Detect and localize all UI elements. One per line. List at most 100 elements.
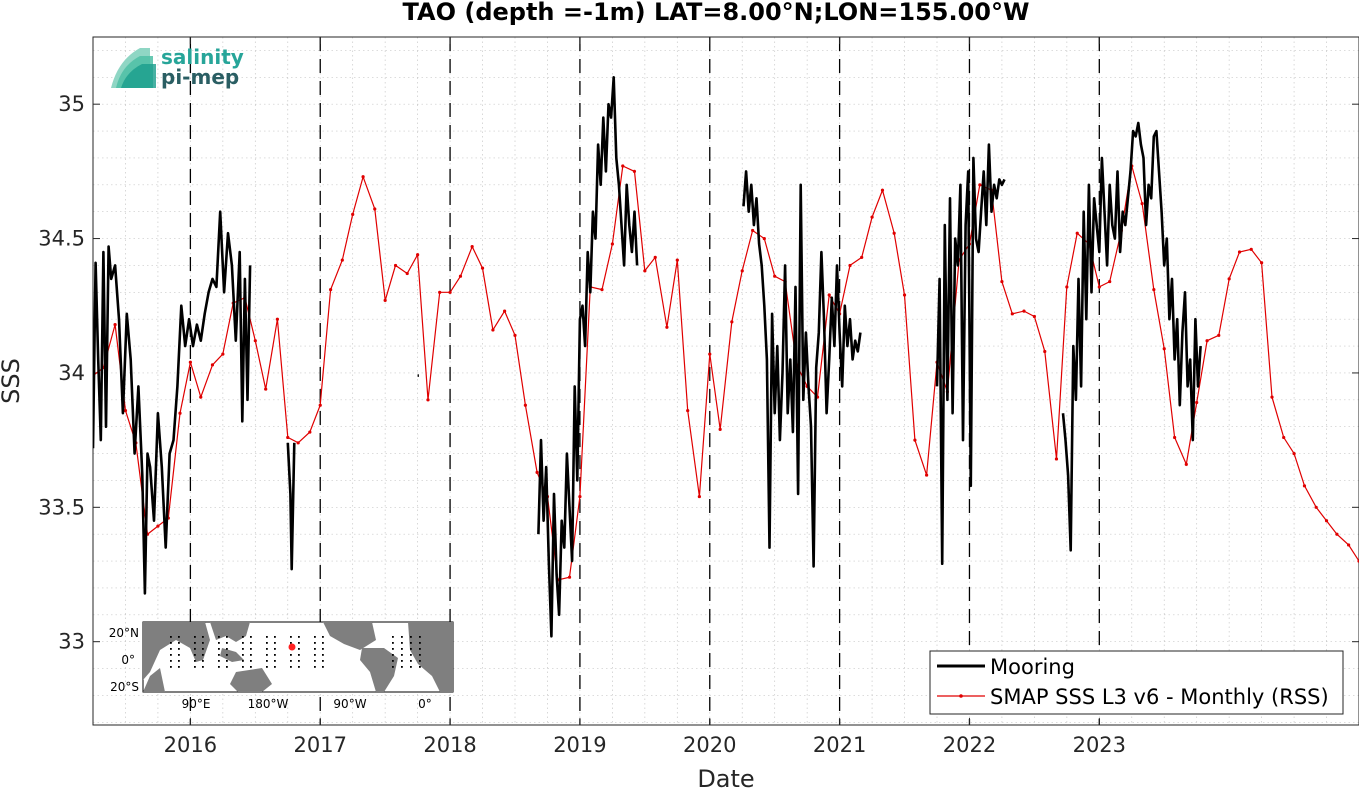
smap-point bbox=[653, 255, 657, 259]
smap-point bbox=[1282, 435, 1286, 440]
smap-point bbox=[686, 408, 690, 413]
smap-point bbox=[578, 494, 582, 499]
inset-xlabel-90w: 90°W bbox=[333, 697, 366, 711]
mooring-line-segment bbox=[935, 143, 1006, 566]
inset-dot bbox=[226, 660, 228, 662]
smap-point bbox=[1162, 347, 1166, 351]
inset-dot bbox=[274, 654, 276, 656]
inset-dot bbox=[419, 636, 421, 638]
inset-dot bbox=[392, 660, 394, 662]
inset-dot bbox=[392, 648, 394, 650]
inset-dot bbox=[202, 666, 204, 668]
smap-point bbox=[361, 175, 365, 179]
inset-dot bbox=[322, 636, 324, 638]
smap-point bbox=[405, 271, 409, 276]
smap-point bbox=[286, 435, 290, 440]
smap-point bbox=[491, 328, 495, 332]
smap-point bbox=[567, 575, 572, 579]
inset-dot bbox=[392, 636, 394, 638]
smap-point bbox=[1260, 261, 1264, 265]
inset-dot bbox=[410, 636, 412, 638]
wave-logo-icon bbox=[111, 48, 156, 88]
inset-dot bbox=[314, 636, 316, 638]
smap-point bbox=[426, 398, 430, 402]
smap-point bbox=[308, 430, 312, 434]
smap-point bbox=[827, 293, 831, 297]
inset-ylabel-20s: 20°S bbox=[110, 680, 139, 694]
smap-point bbox=[351, 212, 355, 216]
legend-box bbox=[929, 650, 1344, 715]
inset-dot bbox=[322, 654, 324, 656]
smap-point bbox=[925, 473, 929, 477]
smap-point bbox=[523, 403, 527, 407]
smap-point bbox=[340, 258, 344, 262]
inset-dot bbox=[298, 648, 300, 650]
inset-dot bbox=[218, 654, 220, 656]
inset-dot bbox=[218, 642, 220, 644]
inset-dot bbox=[290, 654, 292, 656]
legend-label-mooring: Mooring bbox=[990, 655, 1075, 679]
smap-point bbox=[1054, 457, 1059, 461]
inset-dot bbox=[218, 660, 220, 662]
inset-dot bbox=[242, 636, 244, 638]
inset-dot bbox=[194, 642, 196, 644]
inset-dot bbox=[178, 648, 180, 650]
smap-point bbox=[1108, 279, 1112, 284]
smap-point bbox=[697, 494, 701, 499]
inset-dot bbox=[314, 660, 316, 662]
x-tick-label: 2023 bbox=[1073, 733, 1126, 757]
inset-dot bbox=[298, 666, 300, 668]
inset-dot bbox=[410, 660, 412, 662]
inset-dot bbox=[170, 642, 172, 644]
inset-dot bbox=[290, 660, 292, 662]
inset-dot bbox=[322, 648, 324, 650]
inset-dot bbox=[401, 654, 403, 656]
smap-point bbox=[1022, 309, 1026, 313]
smap-line bbox=[93, 165, 1359, 581]
inset-dot bbox=[202, 648, 204, 650]
mooring-line-segment bbox=[537, 76, 639, 638]
inset-dot bbox=[410, 654, 412, 656]
smap-point bbox=[438, 290, 442, 294]
legend-label-smap: SMAP SSS L3 v6 - Monthly (RSS) bbox=[990, 685, 1329, 709]
inset-dot bbox=[226, 654, 228, 656]
x-tick-labels: 2016 2017 2018 2019 2020 2021 2022 2023 bbox=[164, 733, 1126, 757]
inset-dot bbox=[250, 666, 252, 668]
x-tick-label: 2020 bbox=[683, 733, 736, 757]
smap-point bbox=[1195, 400, 1199, 405]
smap-point bbox=[978, 183, 982, 187]
inset-dot bbox=[178, 636, 180, 638]
smap-point bbox=[383, 298, 387, 302]
smap-point bbox=[880, 188, 885, 192]
smap-point bbox=[1217, 333, 1221, 337]
legend-marker-smap bbox=[959, 694, 963, 698]
inset-dot bbox=[314, 648, 316, 650]
smap-point bbox=[1335, 532, 1339, 536]
smap-point bbox=[221, 352, 225, 356]
smap-point bbox=[913, 438, 917, 442]
smap-point bbox=[740, 269, 744, 273]
inset-dot bbox=[178, 666, 180, 668]
inset-dot bbox=[226, 636, 228, 638]
inset-dot bbox=[226, 648, 228, 650]
smap-point bbox=[178, 411, 182, 415]
smap-point bbox=[1075, 231, 1079, 235]
inset-dot bbox=[274, 648, 276, 650]
inset-dot bbox=[194, 666, 196, 668]
inset-dot bbox=[242, 648, 244, 650]
inset-dot bbox=[401, 642, 403, 644]
inset-dot bbox=[226, 642, 228, 644]
smap-point bbox=[1043, 349, 1047, 354]
inset-dot bbox=[274, 642, 276, 644]
inset-dot bbox=[410, 642, 412, 644]
inset-dot bbox=[322, 642, 324, 644]
smap-point bbox=[513, 333, 517, 337]
inset-dot bbox=[242, 642, 244, 644]
smap-point bbox=[1249, 247, 1253, 251]
smap-point bbox=[1065, 285, 1069, 289]
smap-point bbox=[156, 524, 160, 528]
x-axis-label: Date bbox=[697, 765, 754, 790]
smap-point bbox=[773, 274, 777, 278]
inset-dot bbox=[401, 666, 403, 668]
y-tick-label: 33 bbox=[58, 630, 85, 654]
